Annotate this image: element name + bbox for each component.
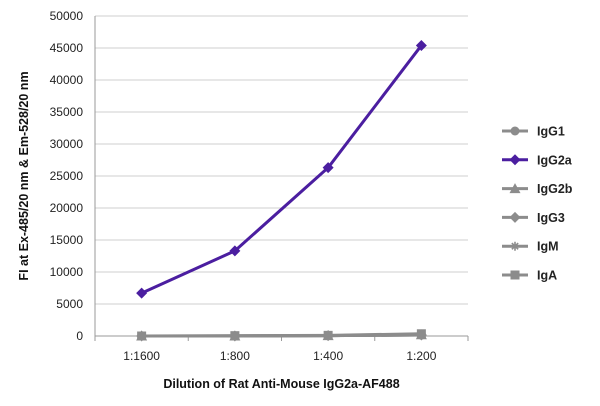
data-point xyxy=(229,245,241,257)
y-tick-label: 20000 xyxy=(50,201,84,215)
data-point xyxy=(415,39,427,51)
series-igg2a xyxy=(136,39,427,299)
y-tick-label: 15000 xyxy=(50,233,84,247)
legend-item-igg2a: IgG2a xyxy=(502,153,573,167)
x-tick-labels: 1:1600 1:800 1:400 1:200 xyxy=(123,349,436,363)
legend-marker xyxy=(510,270,520,280)
legend-marker xyxy=(509,183,521,194)
y-tick-label: 40000 xyxy=(50,73,84,87)
legend-item-igg3: IgG3 xyxy=(502,211,565,225)
y-tick-label: 50000 xyxy=(50,9,84,23)
x-tick-label: 1:200 xyxy=(406,349,436,363)
y-tick-label: 30000 xyxy=(50,137,84,151)
data-point xyxy=(416,329,426,339)
y-tick-label: 45000 xyxy=(50,41,84,55)
legend-marker xyxy=(510,126,520,136)
legend-item-igg2b: IgG2b xyxy=(502,182,573,196)
series-line xyxy=(141,332,422,338)
data-point xyxy=(136,287,148,299)
x-tick-label: 1:800 xyxy=(220,349,250,363)
legend-label: IgA xyxy=(537,269,557,283)
data-point xyxy=(230,331,240,341)
y-tick-label: 5000 xyxy=(56,297,83,311)
legend-marker xyxy=(509,154,521,166)
y-tick-label: 35000 xyxy=(50,105,84,119)
x-tick-label: 1:1600 xyxy=(123,349,160,363)
y-tick-labels: 0 5000 10000 15000 20000 25000 30000 35000 40000… xyxy=(50,9,84,343)
x-axis-title: Dilution of Rat Anti-Mouse IgG2a-AF488 xyxy=(163,377,399,391)
y-tick-label: 10000 xyxy=(50,265,84,279)
legend-label: IgG2b xyxy=(537,182,573,196)
y-tick-label: 0 xyxy=(76,329,83,343)
x-tick-label: 1:400 xyxy=(313,349,343,363)
y-tick-label: 25000 xyxy=(50,169,84,183)
legend-label: IgG1 xyxy=(537,125,565,139)
legend-label: IgG3 xyxy=(537,211,565,225)
series-iga xyxy=(137,329,426,341)
legend-item-iga: IgA xyxy=(502,269,557,283)
data-point xyxy=(137,331,147,341)
legend-label: IgG2a xyxy=(537,153,573,167)
legend-marker xyxy=(509,211,521,223)
y-axis-title: FI at Ex-485/20 nm & Em-528/20 nm xyxy=(17,71,31,280)
data-point xyxy=(322,162,334,174)
series-layer xyxy=(136,39,427,342)
data-point xyxy=(323,330,333,340)
legend-item-igm: IgM xyxy=(502,240,559,254)
legend: IgG1 IgG2a IgG2b IgG3 IgM IgA xyxy=(502,125,573,283)
legend-label: IgM xyxy=(537,240,559,254)
series-line xyxy=(141,44,423,295)
axes xyxy=(94,16,469,341)
legend-item-igg1: IgG1 xyxy=(502,125,565,139)
legend-marker xyxy=(510,241,520,251)
